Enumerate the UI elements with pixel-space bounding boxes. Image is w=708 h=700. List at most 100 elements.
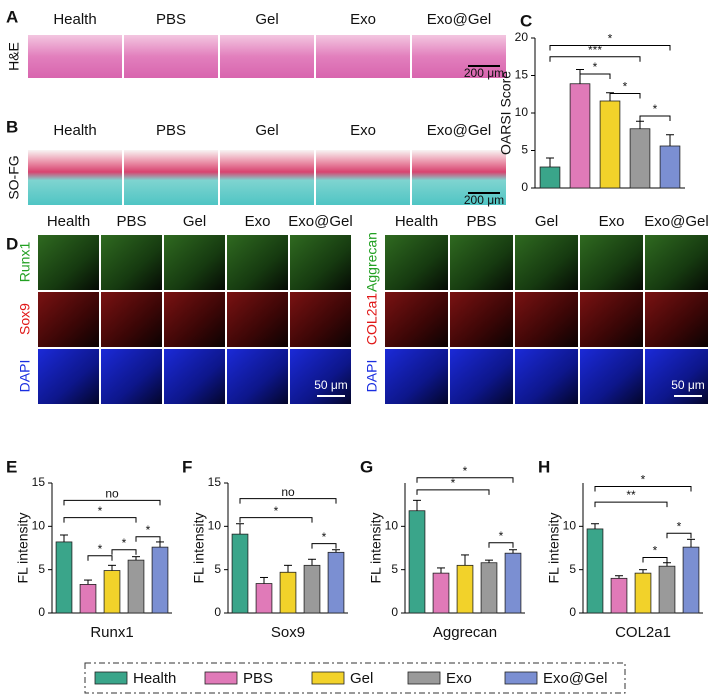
micrograph [645, 292, 708, 347]
panel-letter: G [360, 457, 373, 476]
y-tick-label: 5 [38, 562, 45, 576]
column-label: PBS [116, 213, 146, 230]
micrograph [101, 235, 162, 290]
bar [456, 564, 474, 614]
significance-bracket [416, 489, 490, 495]
column-label: Exo@Gel [644, 213, 708, 230]
bar [408, 510, 426, 614]
column-label: PBS [156, 11, 186, 28]
column-label: Exo [350, 122, 376, 139]
significance-bracket [594, 485, 692, 492]
bar [629, 128, 651, 189]
micrograph [101, 349, 162, 404]
significance-bracket [416, 477, 514, 483]
micrograph [124, 150, 218, 205]
panel-letter: E [6, 457, 17, 476]
column-label: Exo [599, 213, 625, 230]
bar [127, 559, 145, 614]
significance-label: no [281, 485, 295, 499]
bar [658, 565, 676, 614]
y-tick-label: 5 [391, 562, 398, 576]
micrograph [450, 349, 513, 404]
y-tick-label: 5 [521, 143, 528, 157]
legend-label: Exo [446, 670, 472, 687]
bar [279, 571, 297, 614]
significance-bracket [579, 73, 611, 79]
legend-label: Exo@Gel [543, 670, 607, 687]
column-label: Exo@Gel [288, 213, 352, 230]
y-axis-title: OARSI Score [498, 71, 514, 155]
significance-label: * [608, 32, 613, 46]
micrograph [290, 235, 351, 290]
scale-bar-label: 50 μm [314, 378, 348, 392]
bar [659, 145, 681, 189]
micrograph [515, 292, 578, 347]
legend-swatch [204, 671, 238, 685]
y-tick-label: 15 [208, 475, 222, 489]
significance-bracket [63, 517, 137, 523]
micrograph [580, 349, 643, 404]
column-label: Exo@Gel [427, 11, 491, 28]
x-axis-title: Runx1 [90, 624, 133, 641]
micrograph [385, 235, 448, 290]
significance-label: * [122, 536, 127, 550]
y-tick-label: 15 [515, 68, 529, 82]
y-tick-label: 15 [32, 475, 46, 489]
bar [539, 166, 561, 189]
column-label: Gel [535, 213, 558, 230]
micrograph [28, 150, 122, 205]
column-label: Exo [350, 11, 376, 28]
y-axis-title: FL intensity [15, 512, 31, 583]
micrograph [101, 292, 162, 347]
panel-letter: B [6, 117, 18, 136]
x-axis-title: COL2a1 [615, 624, 671, 641]
legend-box [84, 662, 626, 694]
bar [103, 570, 121, 614]
panel-letter: C [520, 11, 532, 30]
significance-bracket [135, 536, 161, 542]
significance-bracket [594, 501, 668, 508]
micrograph [316, 150, 410, 205]
significance-bracket [311, 543, 337, 549]
y-tick-label: 5 [214, 562, 221, 576]
row-label: COL2a1 [364, 293, 380, 345]
y-tick-label: 5 [569, 562, 576, 576]
significance-label: *** [588, 43, 602, 57]
scale-bar-label: 200 μm [464, 193, 504, 207]
significance-bracket [239, 498, 337, 504]
significance-label: * [641, 473, 646, 487]
significance-label: ** [626, 488, 636, 502]
row-label: Sox9 [17, 303, 33, 335]
micrograph [515, 349, 578, 404]
bar [327, 551, 345, 614]
micrograph [38, 235, 99, 290]
row-label: Runx1 [17, 242, 33, 283]
significance-bracket [666, 532, 692, 539]
x-axis-title: Sox9 [271, 624, 305, 641]
y-tick-label: 10 [563, 519, 577, 533]
bar [303, 564, 321, 614]
significance-label: * [274, 504, 279, 518]
y-tick-label: 0 [214, 605, 221, 619]
column-label: Health [395, 213, 438, 230]
significance-label: * [593, 60, 598, 74]
bar [599, 100, 621, 189]
micrograph [385, 349, 448, 404]
column-label: PBS [156, 122, 186, 139]
micrograph [227, 235, 288, 290]
scale-bar-label: 50 μm [671, 378, 705, 392]
significance-bracket [239, 517, 313, 523]
micrograph [227, 292, 288, 347]
legend-label: Health [133, 670, 176, 687]
y-tick-label: 10 [208, 519, 222, 533]
significance-label: * [653, 102, 658, 116]
bar [586, 528, 604, 614]
row-label: DAPI [364, 360, 380, 393]
significance-bracket [642, 557, 668, 563]
legend-swatch [311, 671, 345, 685]
micrograph [290, 292, 351, 347]
micrograph [28, 35, 122, 78]
column-label: Health [53, 122, 96, 139]
y-tick-label: 10 [515, 105, 529, 119]
